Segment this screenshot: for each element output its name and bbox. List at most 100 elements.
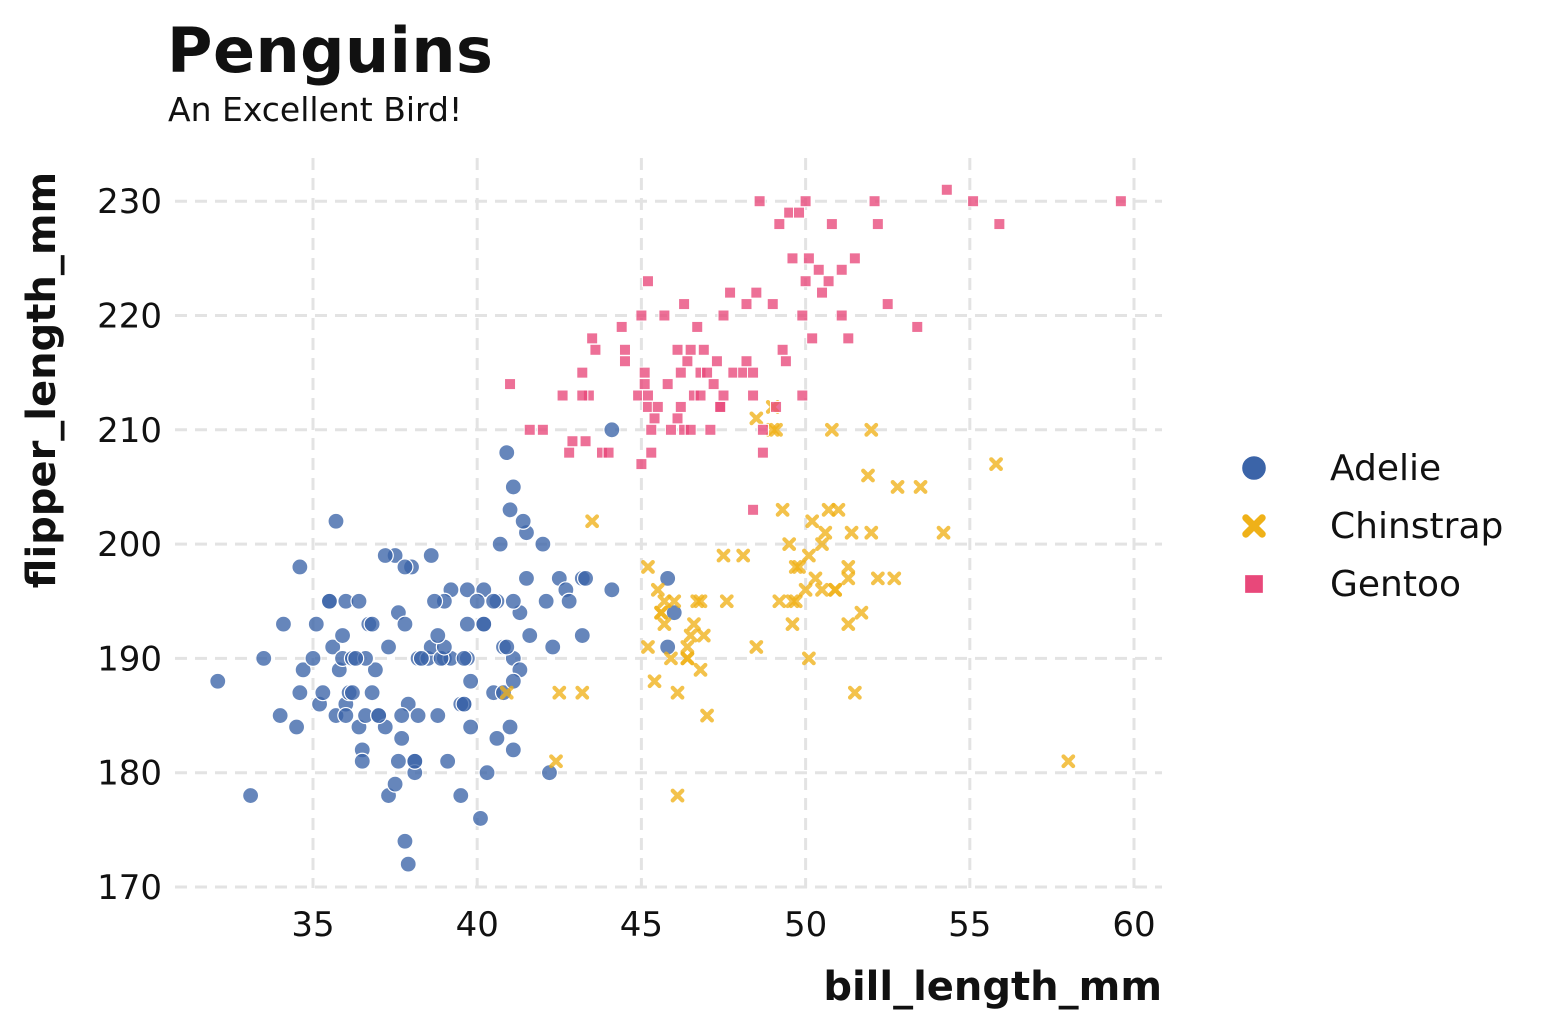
data-point: [458, 581, 476, 599]
data-point: [573, 626, 591, 645]
data-point: [333, 626, 352, 645]
data-point: [618, 355, 631, 368]
data-point: [491, 535, 509, 553]
data-point: [989, 457, 1003, 471]
data-point: [798, 582, 813, 597]
data-point: [563, 446, 576, 459]
grid-lines: [175, 158, 1162, 889]
data-point: [439, 752, 457, 770]
data-point: [796, 309, 809, 322]
data-point: [802, 252, 815, 265]
data-point: [291, 558, 309, 576]
legend: Adelie Chinstrap Gentoo: [1240, 448, 1503, 605]
data-point: [714, 400, 727, 413]
data-point: [1114, 195, 1127, 208]
data-point: [517, 569, 536, 587]
data-point: [324, 638, 342, 656]
data-point: [350, 592, 368, 610]
x-tick-label: 40: [456, 905, 499, 945]
data-point: [320, 592, 339, 610]
data-point: [475, 615, 493, 633]
data-point: [818, 525, 833, 540]
data-point: [788, 560, 803, 574]
data-point: [589, 343, 602, 356]
data-point: [534, 535, 552, 553]
legend-marker: [1244, 574, 1264, 594]
data-point: [537, 592, 555, 610]
data-point: [680, 640, 695, 654]
data-point: [363, 684, 381, 702]
data-point: [393, 729, 411, 748]
data-point: [740, 298, 753, 311]
data-point: [736, 548, 751, 563]
data-point: [462, 672, 480, 690]
data-point: [370, 706, 388, 725]
data-point: [1061, 754, 1076, 769]
data-point: [399, 855, 417, 873]
data-point: [552, 685, 567, 700]
data-point: [844, 525, 859, 540]
data-point: [861, 468, 875, 483]
data-point: [785, 617, 800, 632]
data-point: [806, 332, 819, 345]
legend-marker: [1242, 514, 1266, 538]
chart-title: Penguins: [167, 14, 494, 87]
data-point: [740, 355, 753, 368]
data-point: [504, 478, 522, 496]
x-axis-label: bill_length_mm: [823, 964, 1162, 1010]
data-point: [808, 571, 823, 586]
data-point: [881, 298, 894, 311]
data-point: [697, 343, 710, 356]
data-point: [255, 649, 273, 668]
data-point: [913, 480, 928, 494]
data-point: [458, 615, 476, 633]
data-point: [638, 366, 651, 379]
y-axis-ticks: 170 180 190 200 210 220 230: [97, 182, 162, 908]
data-point: [831, 502, 846, 517]
data-point: [847, 685, 862, 700]
data-point: [769, 422, 783, 437]
data-point: [683, 628, 698, 643]
data-point: [775, 502, 790, 517]
data-point: [841, 560, 856, 574]
data-point: [766, 298, 779, 311]
data-point: [485, 592, 503, 610]
data-point: [719, 594, 734, 609]
data-point: [648, 412, 661, 425]
data-point: [657, 594, 672, 609]
data-point: [379, 638, 398, 656]
data-point: [425, 592, 444, 610]
data-point: [870, 571, 885, 586]
data-point: [536, 423, 549, 436]
data-point: [645, 423, 658, 436]
data-point: [854, 605, 869, 620]
data-point: [792, 560, 806, 574]
data-point: [700, 708, 714, 723]
data-point: [799, 275, 812, 288]
legend-marker: [1240, 455, 1267, 482]
legend-label: Gentoo: [1330, 564, 1461, 605]
data-point: [641, 640, 655, 654]
data-point: [788, 594, 803, 609]
data-point: [498, 444, 516, 462]
data-point: [455, 695, 473, 713]
data-point: [560, 592, 578, 610]
data-point: [770, 400, 783, 413]
data-point: [993, 218, 1006, 231]
data-point: [848, 252, 861, 265]
data-point: [544, 638, 562, 656]
data-point: [821, 502, 836, 517]
data-point: [670, 685, 685, 700]
data-point: [674, 400, 687, 413]
data-point: [618, 343, 631, 356]
data-point: [940, 183, 953, 196]
y-tick-label: 210: [97, 411, 162, 451]
data-point: [389, 752, 407, 770]
data-point: [864, 422, 879, 437]
data-point: [687, 617, 701, 632]
data-point: [680, 651, 695, 666]
data-point: [498, 638, 516, 656]
data-point: [462, 718, 480, 736]
data-point: [603, 581, 621, 599]
data-point: [815, 537, 829, 551]
